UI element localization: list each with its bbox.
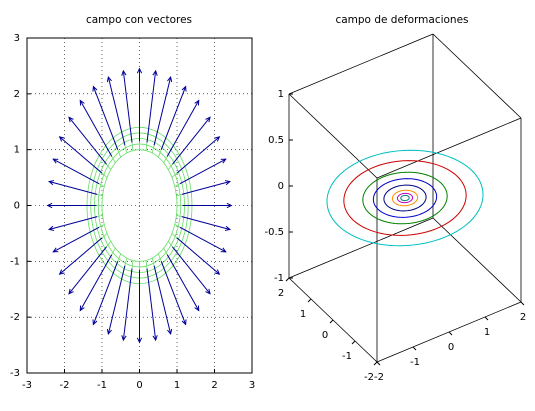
tick-mark bbox=[412, 346, 417, 351]
arrow bbox=[146, 268, 158, 342]
contour-line bbox=[400, 194, 410, 202]
arrow bbox=[58, 237, 103, 275]
arrow bbox=[106, 265, 126, 336]
tick-mark bbox=[351, 340, 356, 345]
y-tick-label: 1 bbox=[300, 309, 306, 320]
contour-line bbox=[343, 160, 467, 236]
tick-mark bbox=[307, 298, 312, 303]
contour-line bbox=[362, 171, 448, 225]
arrow bbox=[121, 268, 133, 342]
chart-title: campo de deformaciones bbox=[335, 14, 468, 26]
x-tick-label: 2 bbox=[520, 312, 526, 323]
y-tick-label: -1 bbox=[342, 351, 352, 362]
z-tick-label: -0.5 bbox=[264, 227, 284, 238]
box-edge bbox=[432, 217, 522, 303]
y-tick-label: 0 bbox=[322, 330, 328, 341]
tick-mark bbox=[484, 316, 489, 321]
arrow bbox=[92, 261, 119, 326]
x-tick-label: -1 bbox=[97, 380, 107, 391]
y-tick-label: -3 bbox=[10, 368, 20, 379]
z-tick-label: 0.5 bbox=[268, 135, 284, 146]
tick-mark bbox=[373, 361, 378, 366]
box-edge bbox=[288, 33, 434, 95]
arrow bbox=[52, 226, 100, 253]
y-tick-label: 1 bbox=[14, 145, 20, 156]
arrow bbox=[181, 216, 231, 231]
contour-line bbox=[326, 149, 484, 247]
arrow bbox=[153, 75, 173, 146]
chart-title: campo con vectores bbox=[86, 14, 192, 26]
arrow bbox=[179, 158, 227, 185]
x-tick-label: -2 bbox=[374, 372, 384, 383]
arrow bbox=[146, 69, 158, 143]
x-tick-label: 1 bbox=[174, 380, 180, 391]
arrow bbox=[153, 265, 173, 336]
x-tick-label: 2 bbox=[211, 380, 217, 391]
contour-line bbox=[391, 189, 419, 207]
plot-frame bbox=[26, 37, 253, 374]
contour-line bbox=[396, 192, 414, 204]
arrow bbox=[181, 180, 231, 195]
tick-mark bbox=[376, 361, 381, 366]
arrow bbox=[52, 158, 100, 185]
arrow bbox=[79, 254, 113, 312]
arrow bbox=[166, 99, 200, 157]
x-tick-label: 1 bbox=[484, 327, 490, 338]
x-tick-label: 3 bbox=[249, 380, 255, 391]
arrow bbox=[176, 136, 221, 174]
z-tick-label: -1 bbox=[274, 273, 284, 284]
y-tick-label: -1 bbox=[10, 256, 20, 267]
box-edge bbox=[432, 33, 522, 119]
arrow bbox=[92, 85, 119, 150]
arrow bbox=[160, 85, 187, 150]
contour-line bbox=[383, 184, 427, 212]
arrow bbox=[68, 246, 107, 295]
y-tick-label: 0 bbox=[14, 201, 20, 212]
arrow bbox=[79, 99, 113, 157]
tick-mark bbox=[520, 301, 525, 306]
arrow bbox=[172, 116, 211, 165]
arrow bbox=[121, 69, 133, 143]
arrow bbox=[48, 216, 98, 231]
y-tick-label: 2 bbox=[14, 89, 20, 100]
z-tick-label: 1 bbox=[278, 89, 284, 100]
arrow bbox=[176, 237, 221, 275]
arrow bbox=[58, 136, 103, 174]
arrow bbox=[160, 261, 187, 326]
x-tick-label: 0 bbox=[136, 380, 142, 391]
box-edge bbox=[288, 217, 434, 279]
arrow bbox=[48, 180, 98, 195]
tick-mark bbox=[448, 331, 453, 336]
y-tick-label: 2 bbox=[278, 288, 284, 299]
contour-line bbox=[372, 178, 438, 218]
x-tick-label: -2 bbox=[60, 380, 70, 391]
arrow bbox=[182, 202, 233, 209]
x-tick-label: 0 bbox=[448, 342, 454, 353]
arrow bbox=[68, 116, 107, 165]
y-tick-label: 3 bbox=[14, 33, 20, 44]
arrow bbox=[136, 269, 143, 344]
box-edge bbox=[288, 93, 378, 179]
y-tick-label: -2 bbox=[364, 372, 374, 383]
tick-mark bbox=[329, 319, 334, 324]
arrow bbox=[179, 226, 227, 253]
x-tick-label: -3 bbox=[22, 380, 32, 391]
arrow bbox=[136, 67, 143, 142]
arrow bbox=[106, 75, 126, 146]
box-edge bbox=[376, 117, 522, 179]
arrow bbox=[166, 254, 200, 312]
arrow bbox=[172, 246, 211, 295]
y-tick-label: -2 bbox=[10, 312, 20, 323]
z-tick-label: 0 bbox=[278, 181, 284, 192]
arrow bbox=[46, 202, 97, 209]
tick-mark bbox=[285, 277, 290, 282]
x-tick-label: -1 bbox=[410, 357, 420, 368]
